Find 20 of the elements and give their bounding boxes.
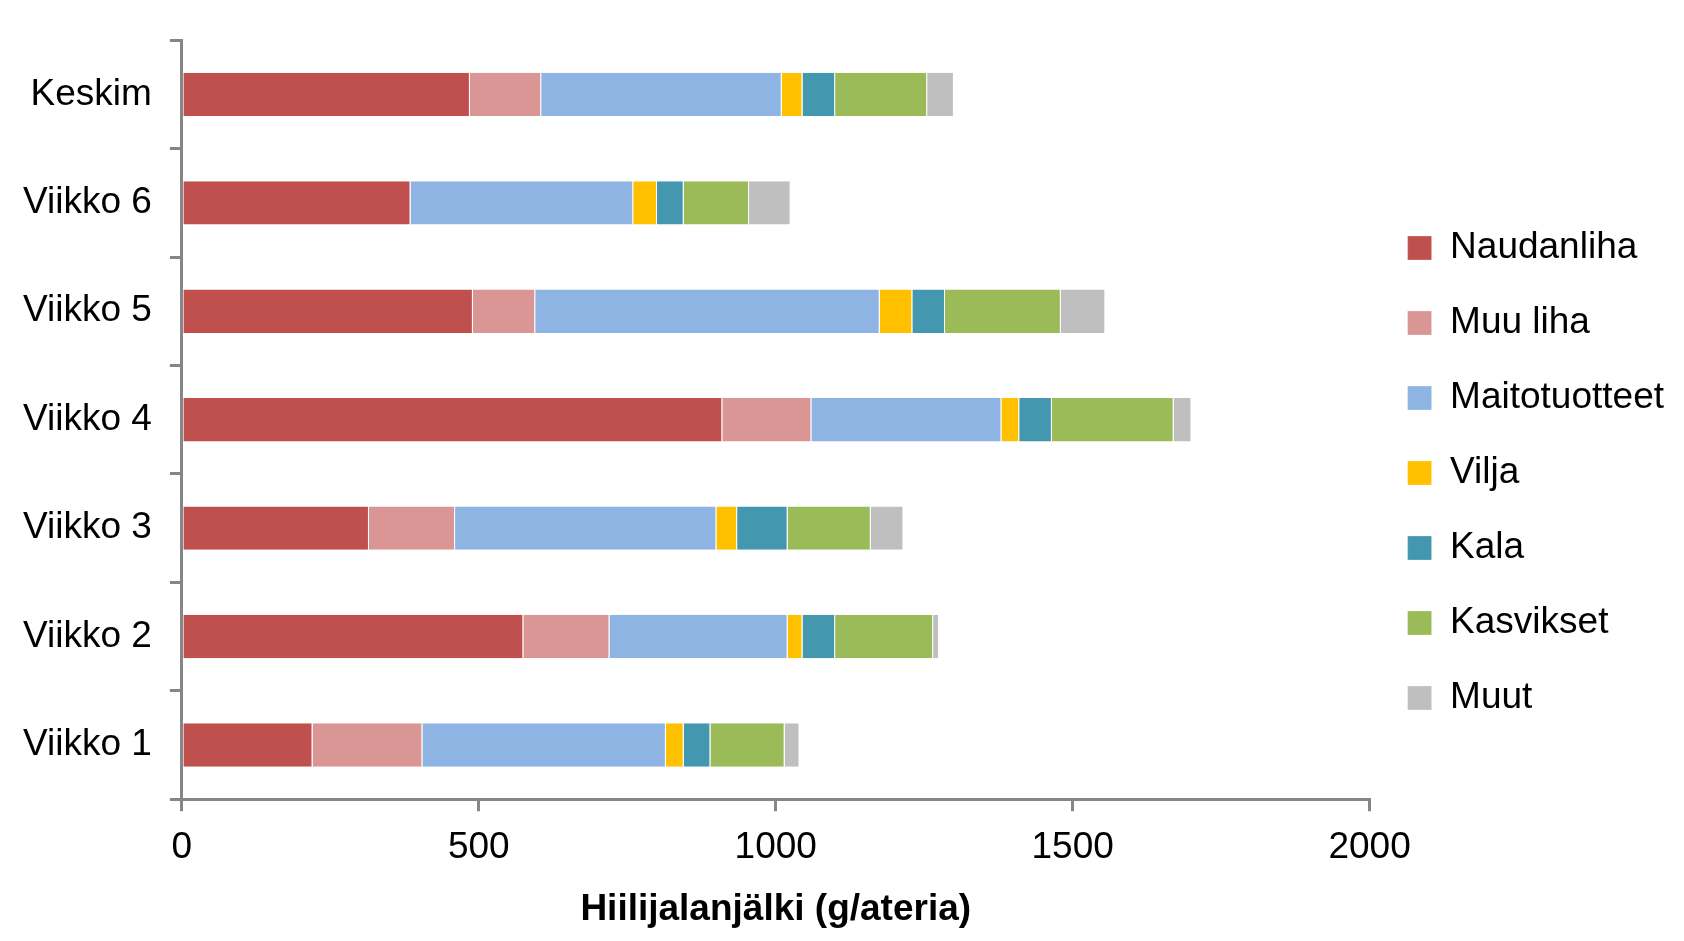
legend-label: Maitotuotteet [1450, 375, 1665, 417]
y-tick-label: Viikko 5 [23, 288, 152, 330]
legend-label: Muu liha [1450, 300, 1591, 342]
x-tick-label: 0 [171, 824, 193, 866]
legend-label: Naudanliha [1450, 225, 1638, 267]
legend-label: Vilja [1450, 450, 1520, 492]
y-tick-label: Viikko 2 [23, 613, 152, 655]
y-tick-label: Keskim [30, 71, 152, 113]
y-tick-label: Viikko 6 [23, 180, 152, 222]
legend-label: Muut [1450, 675, 1534, 717]
y-tick-label: Viikko 1 [23, 722, 152, 764]
y-tick-label: Viikko 3 [23, 505, 152, 547]
y-tick-label: Viikko 4 [23, 396, 152, 438]
x-tick-label: 2000 [1328, 824, 1411, 866]
x-axis-title: Hiilijalanjälki (g/ateria) [580, 887, 972, 928]
x-tick-label: 500 [447, 824, 510, 866]
legend-label: Kala [1450, 525, 1525, 567]
legend-label: Kasvikset [1450, 600, 1610, 642]
x-tick-label: 1500 [1031, 824, 1114, 866]
x-tick-label: 1000 [734, 824, 817, 866]
